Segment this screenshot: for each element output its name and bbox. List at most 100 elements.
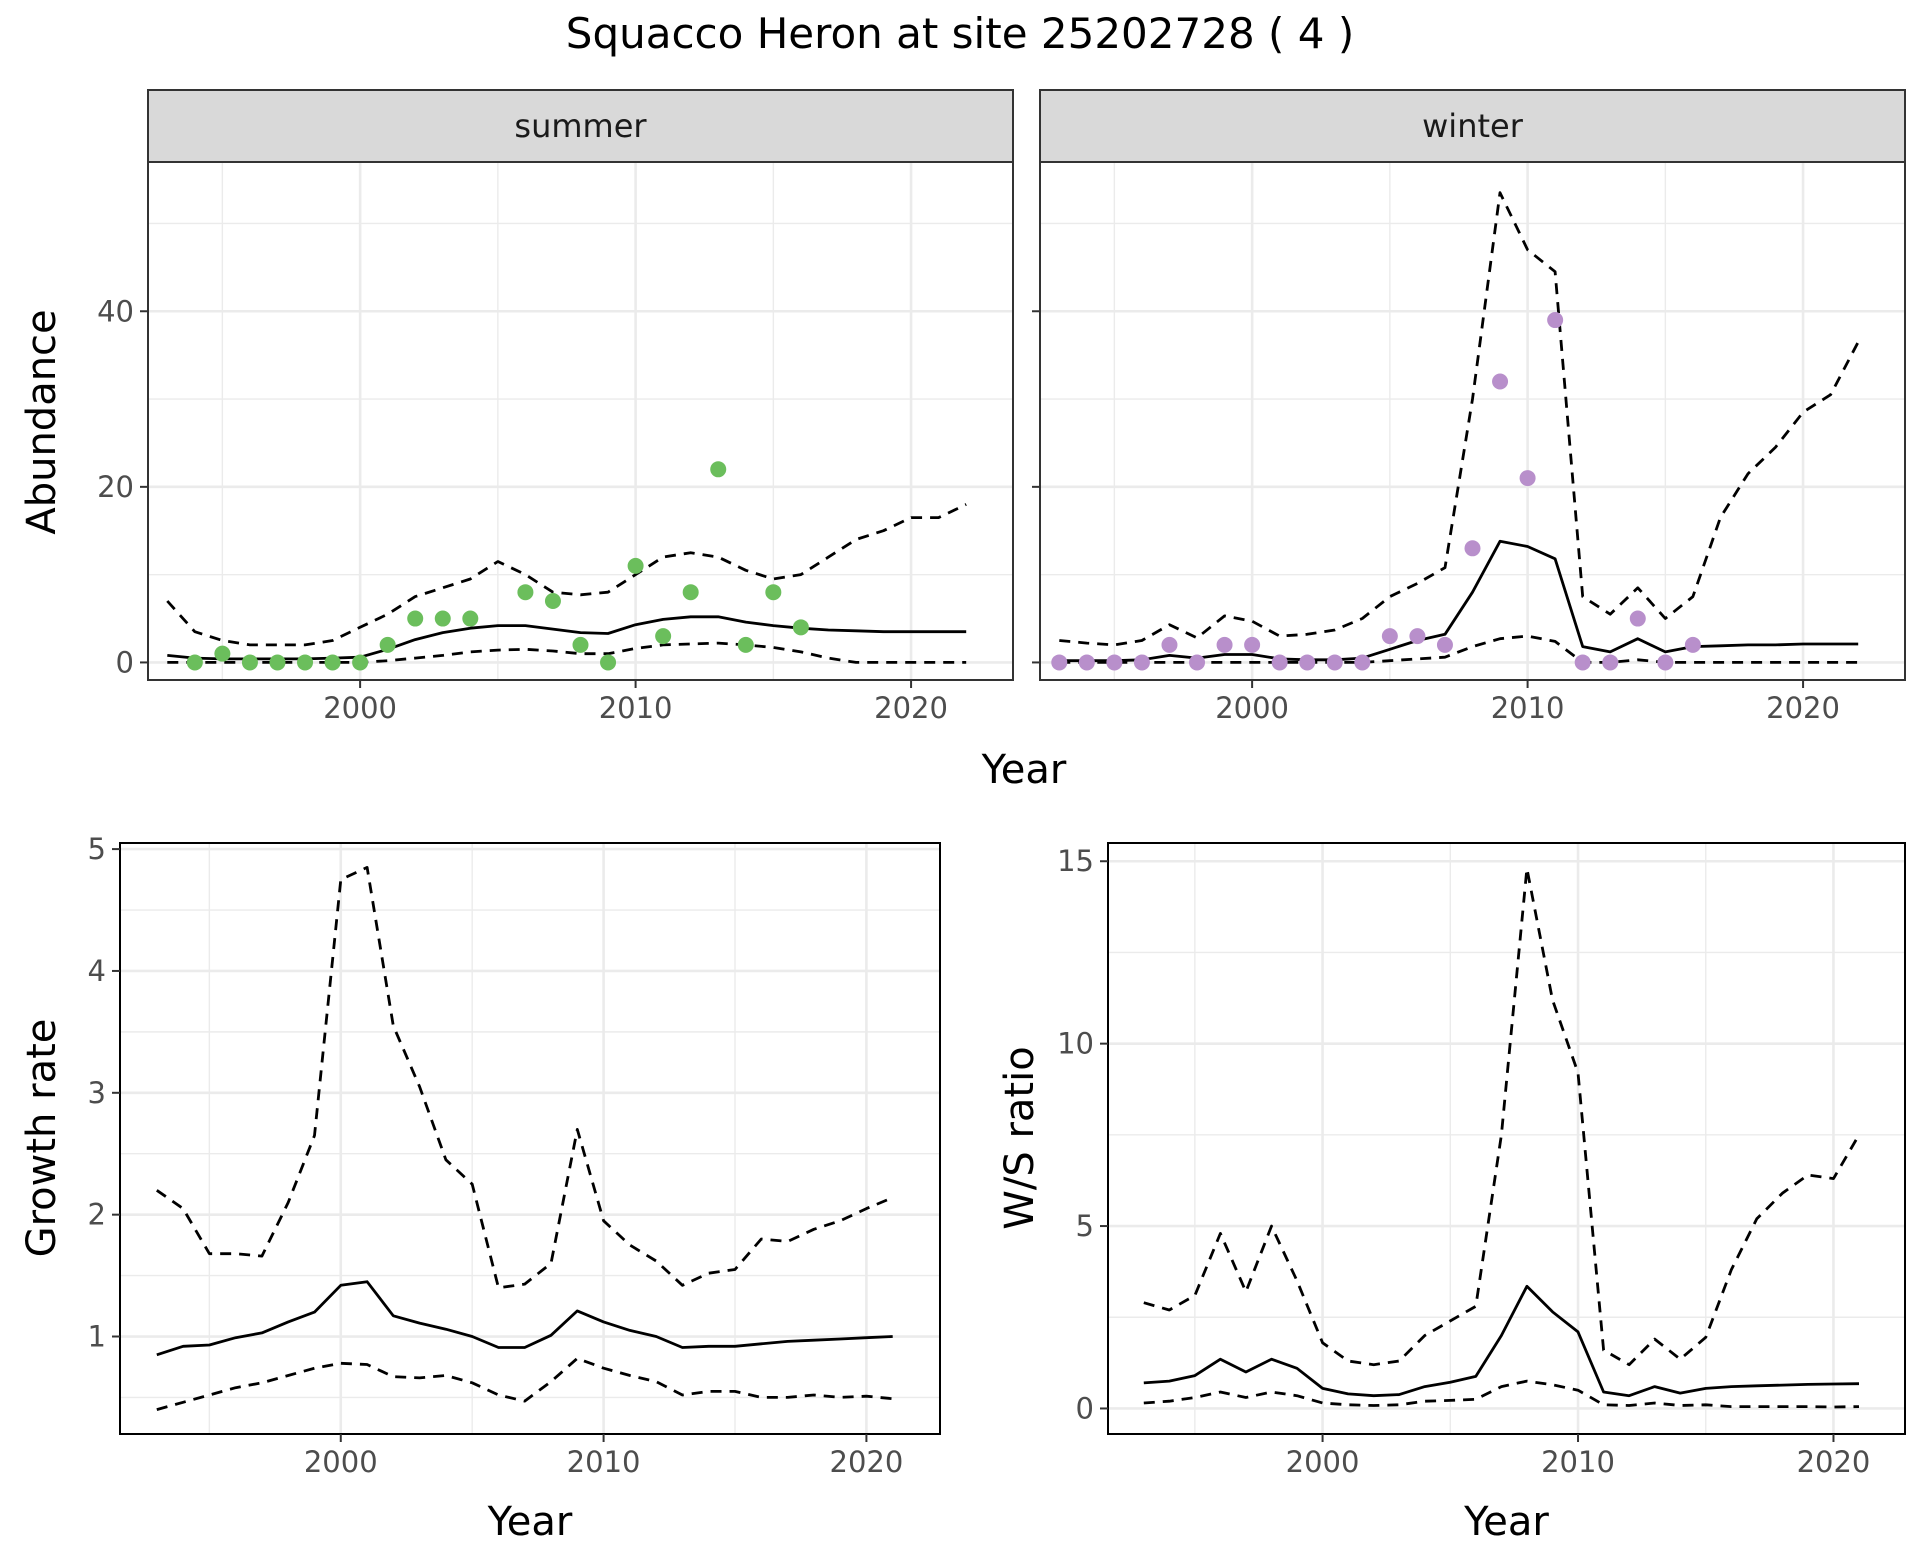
data-point bbox=[1189, 654, 1206, 671]
data-point bbox=[1684, 636, 1701, 653]
x-tick-label: 2000 bbox=[1286, 1445, 1360, 1479]
plot-area bbox=[1108, 843, 1905, 1434]
x-tick-label: 2020 bbox=[1766, 691, 1840, 725]
data-point bbox=[1299, 654, 1316, 671]
data-point bbox=[1629, 610, 1646, 627]
data-point bbox=[1216, 636, 1233, 653]
y-tick-label: 0 bbox=[116, 645, 134, 679]
data-point bbox=[710, 461, 727, 478]
x-tick-label: 2010 bbox=[1541, 1445, 1615, 1479]
data-point bbox=[1657, 654, 1674, 671]
facet-label: winter bbox=[1422, 107, 1524, 145]
facet-strip bbox=[1039, 89, 1906, 163]
x-axis-title: Year bbox=[487, 1499, 573, 1545]
plot-area bbox=[148, 162, 1013, 680]
series-line-upper-bound bbox=[1059, 191, 1860, 647]
y-tick-label: 15 bbox=[1057, 844, 1094, 878]
data-point bbox=[1602, 654, 1619, 671]
x-tick-label: 2020 bbox=[874, 691, 948, 725]
data-point bbox=[792, 619, 809, 636]
data-point bbox=[765, 584, 782, 601]
x-tick-label: 2010 bbox=[1491, 691, 1565, 725]
data-point bbox=[186, 654, 203, 671]
y-axis-title: W/S ratio bbox=[997, 1046, 1043, 1229]
x-axis-title: Year bbox=[1463, 1499, 1549, 1545]
panel-ws: 2000 2010 2020 0 5 10 15 W/S ratio Year bbox=[997, 842, 1906, 1545]
series-line-lower-bound bbox=[1143, 1379, 1860, 1409]
data-point bbox=[241, 654, 258, 671]
data-point bbox=[434, 610, 451, 627]
series-line-lower-bound bbox=[156, 1357, 893, 1411]
data-point bbox=[572, 636, 589, 653]
data-point bbox=[1519, 470, 1536, 487]
facet-label: summer bbox=[514, 107, 647, 145]
y-tick-label: 2 bbox=[88, 1198, 106, 1232]
data-point bbox=[682, 584, 699, 601]
data-point bbox=[324, 654, 341, 671]
y-tick-label: 20 bbox=[97, 470, 134, 504]
y-tick-label: 1 bbox=[88, 1320, 106, 1354]
data-point bbox=[1492, 373, 1509, 390]
data-point bbox=[1106, 654, 1123, 671]
x-tick-label: 2020 bbox=[1797, 1445, 1871, 1479]
y-tick-label: 40 bbox=[97, 294, 134, 328]
data-point bbox=[1051, 654, 1068, 671]
data-point bbox=[352, 654, 369, 671]
x-tick-label: 2020 bbox=[830, 1445, 904, 1479]
series-line-upper-bound bbox=[156, 866, 894, 1290]
data-point bbox=[600, 654, 617, 671]
data-point bbox=[462, 610, 479, 627]
data-point bbox=[1133, 654, 1150, 671]
series-line-estimate bbox=[1143, 1284, 1860, 1398]
panel-summer: summer 2000 2010 2020 0 20 40 Abundance bbox=[19, 89, 1014, 725]
data-point bbox=[1271, 654, 1288, 671]
data-point bbox=[627, 557, 644, 574]
x-tick-label: 2000 bbox=[323, 691, 397, 725]
data-point bbox=[1464, 540, 1481, 557]
plot-area bbox=[1040, 162, 1905, 680]
data-point bbox=[1436, 636, 1453, 653]
y-tick-label: 10 bbox=[1057, 1027, 1094, 1061]
y-axis-title: Abundance bbox=[19, 309, 65, 534]
data-point bbox=[1326, 654, 1343, 671]
y-tick-label: 3 bbox=[88, 1076, 106, 1110]
data-point bbox=[1409, 628, 1426, 645]
data-point bbox=[1244, 636, 1261, 653]
panel-border bbox=[1107, 842, 1906, 1435]
shared-x-axis-label: Year bbox=[981, 747, 1067, 793]
data-point bbox=[407, 610, 424, 627]
y-tick-label: 5 bbox=[88, 832, 106, 866]
data-point bbox=[1354, 654, 1371, 671]
y-tick-label: 4 bbox=[88, 954, 106, 988]
series-line-upper-bound bbox=[1143, 867, 1861, 1367]
data-point bbox=[269, 654, 286, 671]
x-tick-label: 2000 bbox=[304, 1445, 378, 1479]
y-axis-title: Growth rate bbox=[19, 1019, 65, 1258]
data-point bbox=[379, 636, 396, 653]
y-tick-label: 5 bbox=[1076, 1209, 1094, 1243]
x-tick-label: 2000 bbox=[1215, 691, 1289, 725]
panel-growth: 2000 2010 2020 1 2 3 4 5 Growth rate Year bbox=[19, 832, 941, 1545]
y-tick-label: 0 bbox=[1076, 1391, 1094, 1425]
panel-winter: winter 2000 2010 2020 bbox=[1032, 89, 1906, 725]
data-point bbox=[517, 584, 534, 601]
x-tick-label: 2010 bbox=[567, 1445, 641, 1479]
data-point bbox=[544, 592, 561, 609]
data-point bbox=[1547, 312, 1564, 329]
series-line-estimate bbox=[156, 1280, 893, 1357]
series-line-upper-bound bbox=[166, 503, 967, 647]
data-point bbox=[297, 654, 314, 671]
data-point bbox=[737, 636, 754, 653]
data-point bbox=[1161, 636, 1178, 653]
panel-border bbox=[119, 842, 941, 1435]
facet-strip bbox=[147, 89, 1014, 163]
data-point bbox=[214, 645, 231, 662]
data-point bbox=[655, 628, 672, 645]
figure-title: Squacco Heron at site 25202728 ( 4 ) bbox=[566, 9, 1354, 58]
data-point bbox=[1078, 654, 1095, 671]
x-tick-label: 2010 bbox=[599, 691, 673, 725]
data-point bbox=[1574, 654, 1591, 671]
data-point bbox=[1381, 628, 1398, 645]
